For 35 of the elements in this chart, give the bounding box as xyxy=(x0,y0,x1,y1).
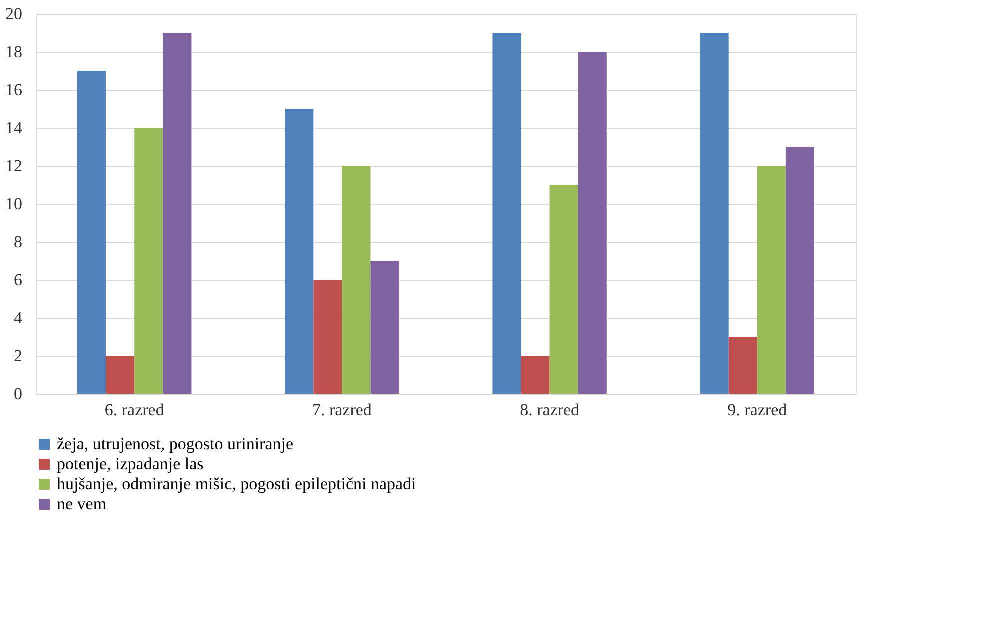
legend-label: žeja, utrujenost, pogosto uriniranje xyxy=(57,434,294,454)
y-tick-label: 10 xyxy=(6,194,22,214)
bar xyxy=(314,280,342,394)
bar xyxy=(757,166,786,394)
x-tick-label: 6. razred xyxy=(104,400,165,420)
y-tick-label: 20 xyxy=(6,4,22,24)
bar xyxy=(285,109,314,394)
y-tick-label: 6 xyxy=(14,270,22,290)
bar xyxy=(342,166,371,394)
bar xyxy=(700,33,729,394)
bar xyxy=(134,128,164,394)
bar xyxy=(550,185,578,394)
x-tick-label: 7. razred xyxy=(312,400,372,420)
y-tick-label: 4 xyxy=(14,308,23,328)
bar xyxy=(78,71,106,394)
bar xyxy=(728,337,758,394)
y-tick-label: 14 xyxy=(6,118,23,138)
bar xyxy=(578,52,607,394)
bar xyxy=(106,356,135,394)
legend-label: hujšanje, odmiranje mišic, pogosti epileptični napadi xyxy=(57,474,417,494)
y-tick-label: 2 xyxy=(14,346,22,366)
bar xyxy=(521,356,550,394)
y-tick-label: 8 xyxy=(14,232,22,252)
y-tick-label: 12 xyxy=(6,156,22,176)
legend-label: ne vem xyxy=(57,494,107,514)
bar xyxy=(786,147,814,394)
x-tick-label: 8. razred xyxy=(520,400,580,420)
bar xyxy=(370,261,400,394)
bar xyxy=(163,33,192,394)
x-tick-label: 9. razred xyxy=(728,400,788,420)
y-tick-label: 16 xyxy=(6,80,22,100)
y-tick-label: 18 xyxy=(6,42,22,62)
bar xyxy=(492,33,522,394)
y-tick-label: 0 xyxy=(14,384,22,404)
legend-label: potenje, izpadanje las xyxy=(57,454,204,474)
